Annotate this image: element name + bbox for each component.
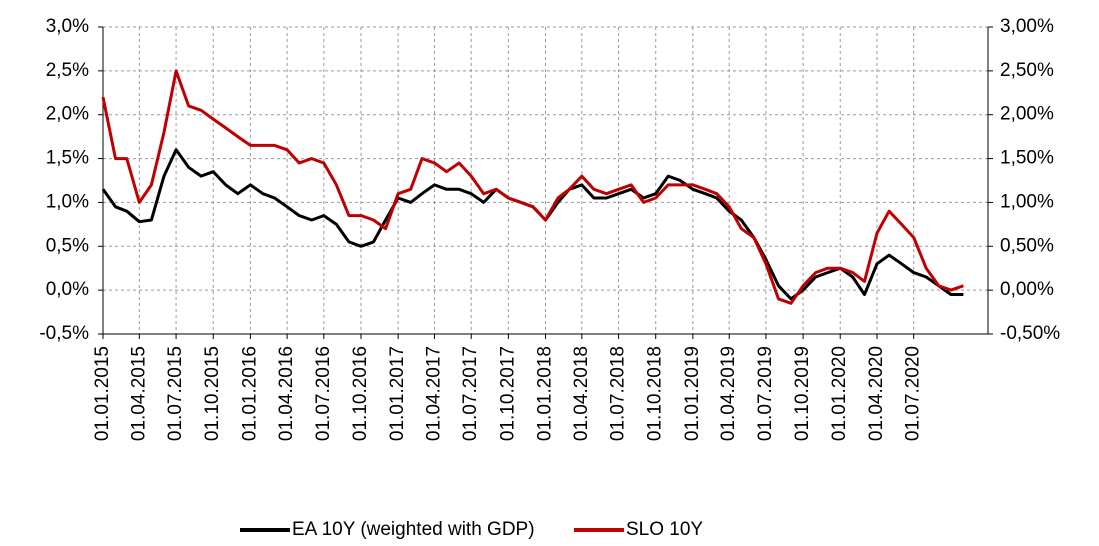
x-tick-label: 01.10.2016 — [350, 346, 371, 441]
x-tick-label: 01.10.2017 — [497, 346, 518, 441]
x-tick-label: 01.10.2018 — [645, 346, 666, 441]
x-tick-label: 01.01.2019 — [682, 346, 703, 441]
x-tick-label: 01.01.2015 — [92, 346, 113, 441]
y-tick-label: 1,5% — [46, 148, 89, 169]
y-tick-label: 0,5% — [46, 235, 89, 256]
x-tick-label: 01.07.2019 — [755, 346, 776, 441]
x-tick-label: 01.10.2019 — [792, 346, 813, 441]
x-tick-label: 01.04.2020 — [866, 346, 887, 441]
y2-tick-label: -0,50% — [1000, 323, 1060, 344]
x-tick-label: 01.04.2015 — [128, 346, 149, 441]
x-tick-label: 01.04.2017 — [423, 346, 444, 441]
legend-label: SLO 10Y — [626, 519, 703, 540]
y-tick-label: 2,0% — [46, 104, 89, 125]
x-tick-label: 01.07.2017 — [460, 346, 481, 441]
x-tick-label: 01.01.2016 — [239, 346, 260, 441]
y-tick-label: 1,0% — [46, 191, 89, 212]
y-tick-label: 3,0% — [46, 16, 89, 37]
y2-tick-label: 1,50% — [1000, 148, 1054, 169]
x-tick-label: 01.04.2016 — [276, 346, 297, 441]
x-tick-label: 01.07.2015 — [165, 346, 186, 441]
legend-label: EA 10Y (weighted with GDP) — [292, 519, 535, 540]
y2-tick-label: 2,50% — [1000, 60, 1054, 81]
y2-tick-label: 0,00% — [1000, 279, 1054, 300]
line-series — [101, 148, 964, 301]
x-tick-label: 01.04.2018 — [571, 346, 592, 441]
line-series — [101, 69, 964, 305]
x-tick-label: 01.01.2017 — [387, 346, 408, 441]
y-tick-label: 0,0% — [46, 279, 89, 300]
y2-tick-label: 2,00% — [1000, 104, 1054, 125]
x-tick-label: 01.10.2015 — [202, 346, 223, 441]
x-tick-label: 01.07.2020 — [903, 346, 924, 441]
x-tick-label: 01.07.2016 — [313, 346, 334, 441]
y2-tick-label: 3,00% — [1000, 16, 1054, 37]
y-tick-label: 2,5% — [46, 60, 89, 81]
x-tick-label: 01.01.2020 — [829, 346, 850, 441]
x-tick-label: 01.01.2018 — [535, 346, 556, 441]
x-tick-label: 01.07.2018 — [608, 346, 629, 441]
y2-tick-label: 0,50% — [1000, 235, 1054, 256]
y2-tick-label: 1,00% — [1000, 191, 1054, 212]
x-tick-label: 01.04.2019 — [718, 346, 739, 441]
y-tick-label: -0,5% — [39, 323, 89, 344]
